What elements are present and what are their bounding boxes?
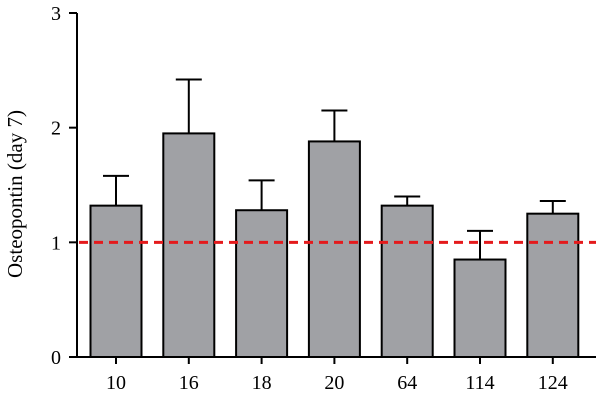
x-tick-label-10: 10 [106, 372, 126, 394]
y-tick-label-0: 0 [51, 347, 61, 369]
x-tick-label-16: 16 [179, 372, 199, 394]
y-tick-label-2: 2 [51, 118, 61, 140]
x-tick-label-114: 114 [465, 372, 494, 394]
bar-10 [89, 204, 143, 358]
bar-114 [453, 258, 507, 358]
x-tick-label-64: 64 [397, 372, 417, 394]
y-tick-label-1: 1 [51, 232, 61, 254]
x-tick-label-124: 124 [538, 372, 568, 394]
y-axis-title: Osteopontin (day 7) [3, 110, 27, 278]
bar-20 [307, 140, 361, 358]
x-tick-label-20: 20 [324, 372, 344, 394]
x-tick-label-18: 18 [252, 372, 272, 394]
y-tick-label-3: 3 [51, 3, 61, 25]
bar-64 [380, 204, 434, 358]
bar-124 [526, 212, 580, 358]
bar-16 [162, 132, 216, 358]
bar-18 [235, 209, 289, 358]
plot-area: 10 16 18 20 64 114 124 0 1 2 3 [51, 3, 596, 394]
